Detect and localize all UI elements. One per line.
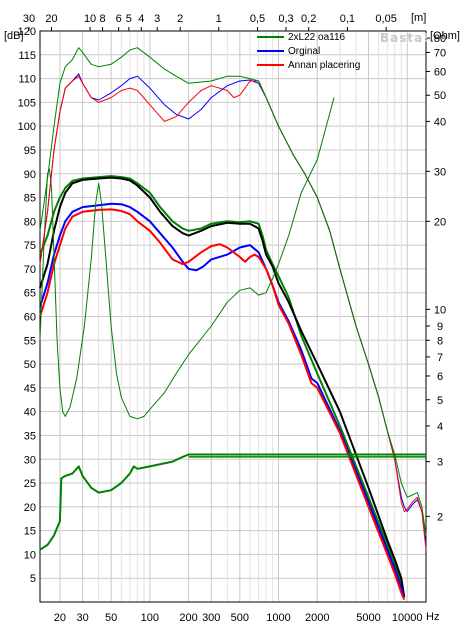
legend-label: Orginal	[288, 46, 320, 57]
right-axis-unit: [Ohm]	[430, 30, 460, 42]
legend-label: 2xL22 oa116	[288, 32, 346, 43]
right-tick-label: 70	[434, 47, 446, 59]
series-line-impedance	[39, 97, 335, 420]
bottom-tick-label: 5000	[356, 612, 380, 624]
series-line-spl	[39, 175, 406, 598]
series-line-phase	[39, 453, 426, 551]
right-tick-label: 3	[437, 457, 443, 469]
left-axis-unit: [dB]	[4, 30, 24, 42]
left-tick-label: 50	[24, 359, 36, 371]
top-tick-label: 0,1	[340, 13, 355, 25]
series	[39, 47, 427, 600]
left-tick-label: 70	[24, 264, 36, 276]
right-tick-label: 6	[437, 371, 443, 383]
bottom-tick-label: 50	[105, 612, 117, 624]
top-tick-label: 1	[216, 13, 222, 25]
top-tick-label: 0,2	[301, 13, 316, 25]
top-tick-label: 6	[116, 13, 122, 25]
right-tick-label: 7	[437, 352, 443, 364]
bottom-tick-label: 20	[54, 612, 66, 624]
left-tick-label: 40	[24, 407, 36, 419]
top-tick-label: 30	[23, 13, 35, 25]
bottom-tick-label: 500	[231, 612, 249, 624]
right-tick-label: 10	[434, 304, 446, 316]
bottom-axis-unit: Hz	[426, 611, 439, 623]
left-tick-label: 30	[24, 454, 36, 466]
top-tick-label: 8	[100, 13, 106, 25]
right-tick-label: 20	[434, 216, 446, 228]
top-tick-label: 5	[126, 13, 132, 25]
left-tick-label: 110	[18, 74, 36, 86]
left-tick-label: 45	[24, 383, 36, 395]
left-tick-label: 5	[30, 573, 36, 585]
top-axis-unit: [m]	[411, 12, 426, 24]
left-tick-label: 25	[24, 478, 36, 490]
bottom-tick-label: 300	[202, 612, 220, 624]
left-tick-label: 35	[24, 430, 36, 442]
top-tick-label: 20	[45, 13, 57, 25]
left-tick-label: 10	[24, 549, 36, 561]
grid	[40, 30, 426, 602]
bottom-tick-label: 2000	[305, 612, 329, 624]
left-tick-label: 75	[24, 240, 36, 252]
right-tick-label: 2	[437, 511, 443, 523]
right-tick-label: 8	[437, 335, 443, 347]
right-tick-label: 60	[434, 66, 446, 78]
bottom-tick-label: 10000	[392, 612, 423, 624]
series-line-impedance	[39, 75, 427, 550]
right-tick-label: 9	[437, 321, 443, 333]
legend: 2xL22 oa116 Orginal Annan placering	[257, 32, 360, 71]
top-tick-label: 4	[138, 13, 144, 25]
left-tick-label: 115	[18, 50, 36, 62]
left-tick-label: 60	[24, 312, 36, 324]
bottom-tick-label: 200	[179, 612, 197, 624]
left-tick-label: 65	[24, 288, 36, 300]
left-tick-label: 20	[24, 502, 36, 514]
bottom-tick-label: 30	[76, 612, 88, 624]
left-tick-label: 85	[24, 193, 36, 205]
left-tick-label: 100	[18, 121, 36, 133]
right-tick-label: 30	[434, 166, 446, 178]
bottom-tick-label: 100	[141, 612, 159, 624]
tick-labels: 5101520253035404550556065707580859095100…	[18, 13, 446, 624]
axes: [dB] [Ohm] [m] Hz	[4, 12, 460, 623]
left-tick-label: 80	[24, 216, 36, 228]
right-tick-label: 50	[434, 90, 446, 102]
left-tick-label: 55	[24, 335, 36, 347]
watermark: Basta!	[380, 31, 430, 45]
bottom-tick-label: 1000	[266, 612, 290, 624]
right-tick-label: 80	[434, 33, 446, 45]
top-tick-label: 2	[177, 13, 183, 25]
right-tick-label: 5	[437, 395, 443, 407]
series-line-impedance-upper	[39, 47, 427, 536]
series-line-spl-sum	[39, 176, 406, 598]
left-tick-label: 120	[18, 26, 36, 38]
left-tick-label: 105	[18, 97, 36, 109]
legend-label: Annan placering	[288, 60, 360, 71]
top-tick-label: 10	[84, 13, 96, 25]
left-tick-label: 95	[24, 145, 36, 157]
top-tick-label: 0,3	[278, 13, 293, 25]
right-tick-label: 40	[434, 116, 446, 128]
top-tick-label: 0,5	[250, 13, 265, 25]
left-tick-label: 15	[24, 526, 36, 538]
series-line-spl	[39, 208, 406, 600]
top-tick-label: 0,05	[375, 13, 396, 25]
right-tick-label: 4	[437, 421, 443, 433]
series-line-spl	[39, 202, 406, 598]
top-tick-label: 3	[154, 13, 160, 25]
left-tick-label: 90	[24, 169, 36, 181]
